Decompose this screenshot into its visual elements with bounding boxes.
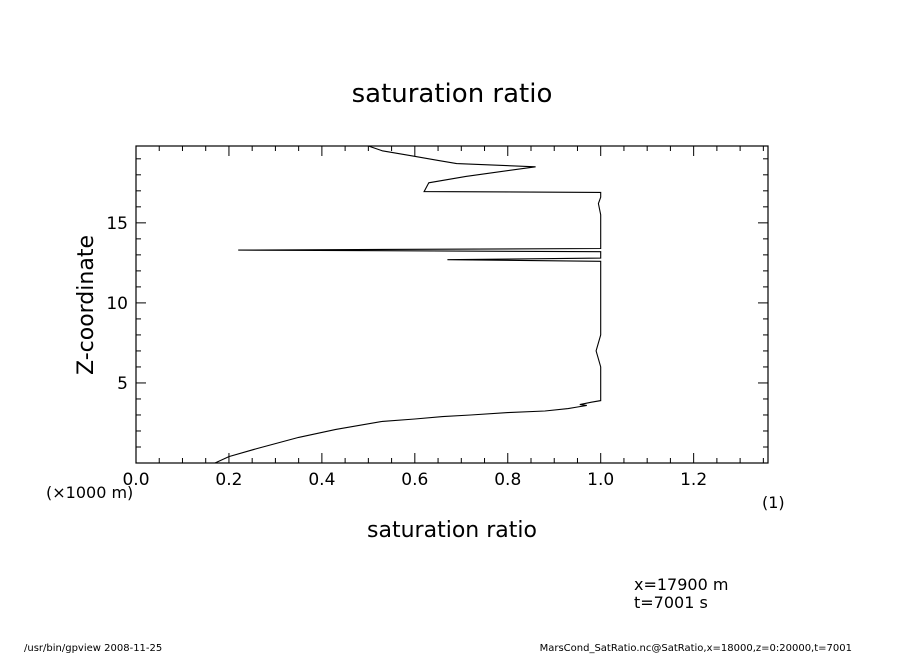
y-tick-label: 5 <box>117 374 128 394</box>
y-tick-label: 15 <box>106 214 128 234</box>
time-annotation: t=7001 s <box>634 593 708 612</box>
tick-labels: 0.0 0.2 0.4 0.6 0.8 1.0 1.2 5 10 15 <box>106 214 707 490</box>
plot-frame <box>135 145 769 464</box>
x-axis-label: saturation ratio <box>367 518 537 543</box>
axis-ticks <box>135 146 768 464</box>
y-axis-label: Z-coordinate <box>74 235 99 375</box>
footer-right: MarsCond_SatRatio.nc@SatRatio,x=18000,z=… <box>540 643 852 654</box>
chart-title: saturation ratio <box>352 79 553 109</box>
x-position-annotation: x=17900 m <box>634 575 728 594</box>
x-unit-note: (1) <box>762 493 785 512</box>
footer-left: /usr/bin/gpview 2008-11-25 <box>24 643 162 654</box>
x-tick-label: 0.2 <box>215 470 242 490</box>
series-line <box>214 145 602 464</box>
x-tick-label: 0.4 <box>308 470 335 490</box>
x-tick-label: 1.0 <box>587 470 614 490</box>
y-tick-label: 10 <box>106 294 128 314</box>
x-tick-label: 0.6 <box>401 470 428 490</box>
x-tick-label: 0.8 <box>494 470 521 490</box>
y-unit-note: (×1000 m) <box>46 483 133 502</box>
x-tick-label: 0.0 <box>122 470 149 490</box>
x-tick-label: 1.2 <box>680 470 707 490</box>
